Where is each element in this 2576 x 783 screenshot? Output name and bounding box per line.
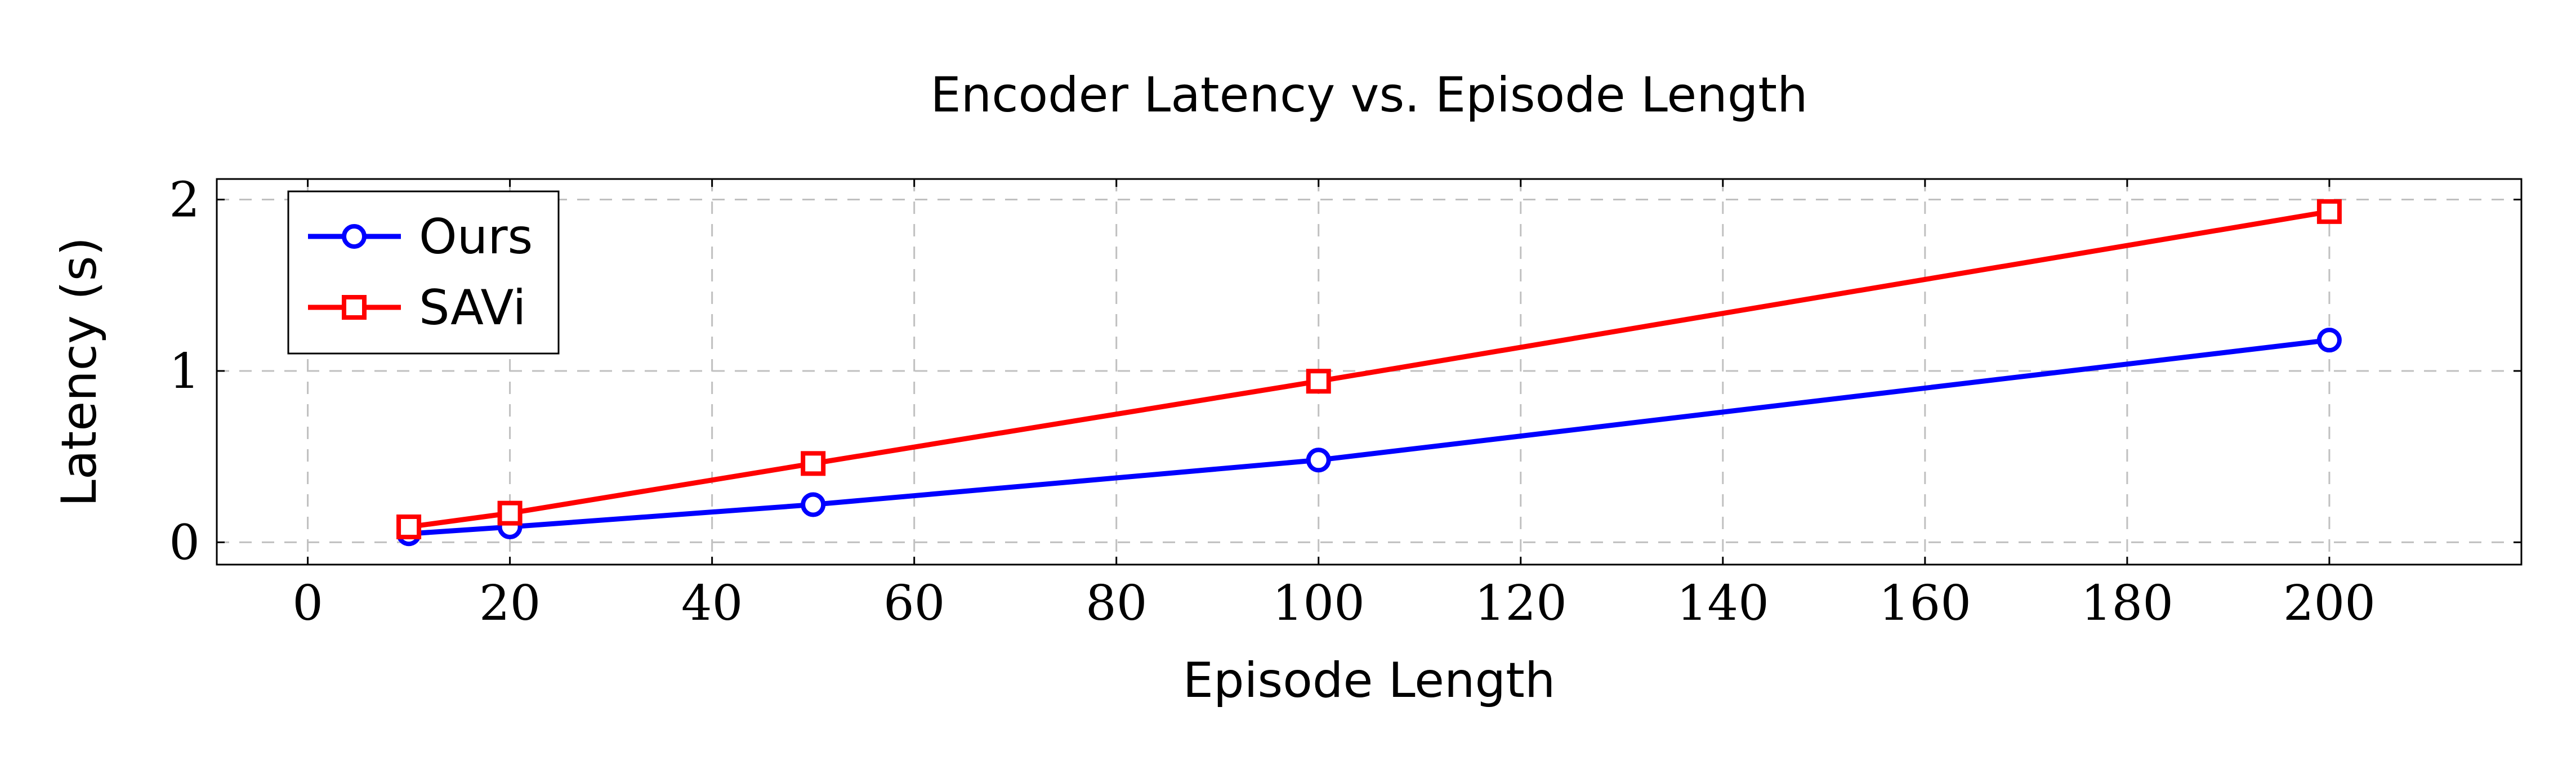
x-tick-label: 160: [1879, 575, 1971, 632]
data-point-savi: [801, 451, 826, 476]
x-tick-label: 140: [1677, 575, 1769, 632]
data-point-savi: [497, 500, 523, 526]
series-layer: [396, 199, 2342, 547]
y-axis-label: Latency (s): [51, 237, 108, 507]
x-tick-label: 200: [2283, 575, 2376, 632]
legend-marker-ours: [342, 224, 367, 249]
series-ours: [396, 328, 2342, 547]
x-tick-label: 20: [479, 575, 541, 632]
series-savi: [396, 199, 2342, 540]
legend: Ours SAVi: [287, 190, 560, 355]
plot-frame: [216, 178, 2523, 566]
y-tick-label: 0: [169, 514, 200, 571]
legend-box: [287, 190, 560, 355]
data-point-savi: [396, 514, 422, 540]
x-tick-label: 40: [681, 575, 743, 632]
chart-title: Encoder Latency vs. Episode Length: [930, 67, 1807, 123]
y-tick-label: 2: [169, 172, 200, 229]
x-axis-label: Episode Length: [1183, 652, 1556, 709]
tick-labels: 0 20 40 60 80 100 120 140 160 180 200 0 1 2: [169, 172, 2521, 632]
series-line-ours: [408, 337, 2330, 536]
x-tick-label: 120: [1475, 575, 1567, 632]
legend-item-ours: Ours: [308, 209, 533, 265]
x-tick-label: 60: [883, 575, 945, 632]
data-point-ours: [2316, 328, 2342, 353]
legend-label-savi: SAVi: [419, 280, 526, 336]
data-point-ours: [801, 492, 826, 517]
x-tick-label: 0: [292, 575, 323, 632]
legend-label-ours: Ours: [419, 209, 533, 265]
data-point-ours: [1306, 448, 1331, 473]
legend-marker-savi: [342, 295, 367, 320]
x-tick-label: 180: [2081, 575, 2173, 632]
legend-item-savi: SAVi: [308, 280, 526, 336]
y-tick-label: 1: [169, 343, 200, 400]
data-point-savi: [1306, 369, 1331, 394]
x-tick-label: 100: [1273, 575, 1365, 632]
series-line-savi: [408, 209, 2330, 530]
x-tick-label: 80: [1086, 575, 1147, 632]
data-point-savi: [2316, 199, 2342, 224]
